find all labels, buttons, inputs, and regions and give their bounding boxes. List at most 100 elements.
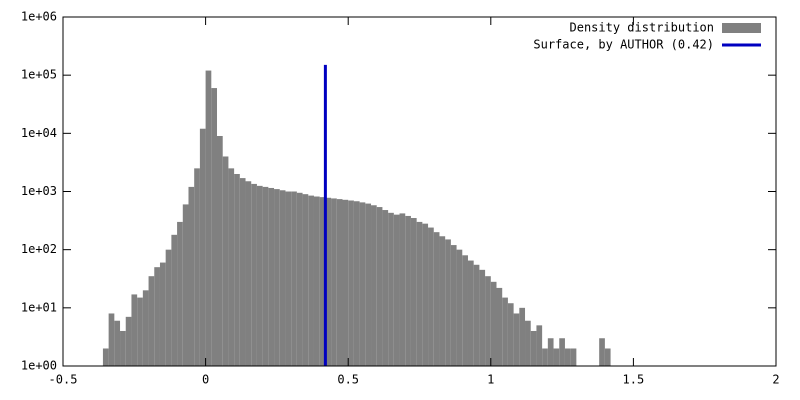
bar [234, 173, 240, 366]
legend-label: Surface, by AUTHOR (0.42) [533, 38, 714, 52]
bar [519, 307, 526, 366]
bar [405, 215, 411, 366]
bar [245, 181, 252, 366]
x-tick-label: 0 [202, 373, 209, 387]
bar [485, 276, 491, 366]
bar [462, 255, 468, 366]
bar [154, 267, 160, 366]
bar [604, 348, 611, 366]
x-tick-label: 0.5 [337, 373, 359, 387]
bar [496, 287, 503, 366]
bar [456, 249, 463, 366]
bar [205, 70, 212, 366]
bar [313, 196, 320, 366]
bar [353, 201, 360, 366]
bar [188, 186, 195, 366]
bar [319, 197, 326, 366]
bar [359, 202, 366, 366]
y-tick-label: 1e+04 [21, 126, 57, 140]
bar [507, 303, 514, 366]
bar [365, 203, 372, 366]
legend-label: Density distribution [570, 21, 715, 35]
bar [450, 245, 457, 366]
bar [228, 168, 235, 366]
bar [564, 348, 571, 366]
bar [285, 191, 292, 366]
bar [530, 330, 537, 366]
bar [331, 198, 337, 366]
bar [137, 297, 143, 366]
y-tick-label: 1e+02 [21, 242, 57, 256]
bar [239, 178, 246, 366]
bar [467, 260, 474, 366]
y-tick-label: 1e+00 [21, 359, 57, 373]
bar [142, 290, 149, 366]
bar [342, 199, 349, 366]
bar [399, 213, 406, 366]
bar [211, 88, 218, 367]
bar [251, 183, 257, 366]
bar [274, 189, 280, 366]
bar [433, 232, 440, 366]
bar [348, 200, 354, 366]
bar [336, 199, 343, 366]
bar [194, 168, 200, 366]
bar [559, 338, 565, 366]
bar [428, 227, 434, 366]
bar [376, 207, 383, 366]
y-tick-label: 1e+03 [21, 184, 57, 198]
bar [296, 192, 303, 366]
bar [502, 297, 508, 366]
bar [302, 194, 309, 366]
x-tick-label: 1.5 [623, 373, 645, 387]
bar [570, 348, 577, 366]
bar [171, 234, 178, 366]
bar [388, 212, 394, 366]
bar [513, 313, 520, 366]
bar [268, 187, 275, 366]
x-tick-label: -0.5 [49, 373, 78, 387]
bar [199, 128, 206, 366]
bar [279, 190, 286, 366]
bar [182, 204, 189, 366]
bar [308, 195, 314, 366]
bar [325, 197, 332, 366]
legend-swatch [722, 23, 761, 33]
bar [108, 313, 115, 366]
y-tick-label: 1e+01 [21, 300, 57, 314]
bar [382, 210, 389, 366]
bar [445, 239, 451, 366]
bar [217, 135, 223, 366]
bar [120, 330, 126, 366]
bar [547, 338, 554, 366]
x-tick-label: 2 [772, 373, 779, 387]
y-tick-label: 1e+05 [21, 68, 57, 82]
bar [165, 249, 172, 366]
y-tick-label: 1e+06 [21, 10, 57, 24]
bar [536, 325, 543, 366]
bar [393, 214, 400, 366]
bar [256, 185, 263, 366]
bar [410, 218, 417, 366]
bar [125, 316, 132, 366]
bar [159, 262, 166, 366]
bar [553, 348, 560, 366]
bar [222, 156, 229, 366]
bar [131, 294, 138, 366]
bar [291, 191, 297, 366]
bar [525, 320, 531, 366]
bar [422, 223, 429, 366]
bar [148, 276, 155, 366]
bar [473, 264, 480, 366]
bar [262, 186, 269, 366]
bar [102, 348, 109, 366]
bar [599, 338, 605, 366]
bar [542, 348, 548, 366]
bar [371, 205, 377, 366]
x-tick-label: 1 [487, 373, 494, 387]
bar [416, 221, 423, 366]
bar [114, 320, 121, 366]
bar [490, 281, 497, 366]
bar [177, 221, 183, 366]
